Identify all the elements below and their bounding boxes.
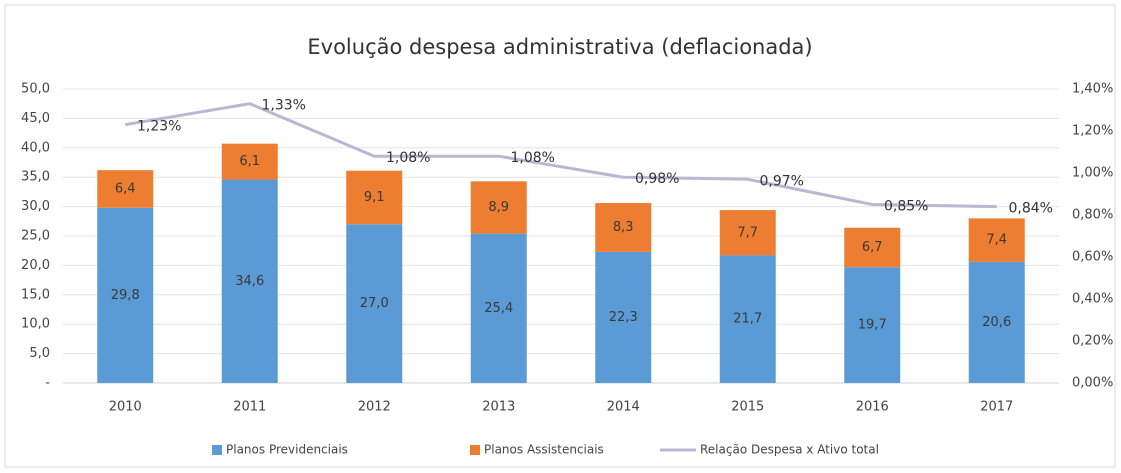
legend-swatch: [470, 445, 480, 455]
bar-segment: [968, 218, 1025, 262]
data-label: 1,23%: [137, 119, 181, 135]
x-tick-label: 2012: [358, 400, 391, 415]
data-label: 6,7: [862, 240, 883, 255]
data-label: 19,7: [858, 318, 887, 333]
y-tick-label: -: [45, 376, 50, 391]
x-tick-label: 2016: [856, 400, 889, 415]
data-label: 1,08%: [511, 150, 555, 166]
data-label: 7,4: [986, 233, 1007, 248]
y-tick-label: 30,0: [21, 199, 50, 214]
bar-segment: [346, 170, 403, 225]
data-label: 0,84%: [1009, 201, 1053, 217]
x-tick-label: 2015: [731, 400, 764, 415]
x-tick-label: 2011: [233, 400, 266, 415]
bar-segment: [470, 181, 527, 234]
y-tick-label: 50,0: [21, 82, 50, 97]
data-label: 34,6: [235, 274, 264, 289]
x-tick-label: 2017: [980, 400, 1013, 415]
bar-segment: [844, 267, 901, 383]
data-label: 6,4: [115, 181, 136, 196]
bar-segment: [595, 251, 652, 383]
y2-tick-label: 1,20%: [1072, 124, 1113, 139]
data-label: 1,08%: [386, 150, 430, 166]
y-tick-label: 5,0: [29, 346, 50, 361]
y-tick-label: 20,0: [21, 258, 50, 273]
y-tick-label: 15,0: [21, 287, 50, 302]
bar-segment: [844, 227, 901, 268]
data-label: 29,8: [111, 288, 140, 303]
data-label: 9,1: [364, 190, 385, 205]
x-tick-label: 2013: [482, 400, 515, 415]
data-label: 8,9: [488, 200, 509, 215]
data-label: 20,6: [982, 315, 1011, 330]
bar-segment: [221, 179, 278, 383]
data-label: 25,4: [484, 301, 513, 316]
legend-label: Relação Despesa x Ativo total: [700, 443, 879, 457]
bar-segment: [719, 255, 776, 383]
y2-tick-label: 0,40%: [1072, 292, 1113, 307]
y2-tick-label: 1,00%: [1072, 166, 1113, 181]
y2-tick-label: 1,40%: [1072, 82, 1113, 97]
data-label: 0,85%: [884, 199, 928, 215]
data-label: 27,0: [360, 296, 389, 311]
y-tick-label: 10,0: [21, 317, 50, 332]
bar-segment: [221, 143, 278, 180]
data-label: 22,3: [609, 310, 638, 325]
data-label: 0,97%: [760, 173, 804, 189]
data-label: 6,1: [239, 154, 260, 169]
data-label: 1,33%: [262, 98, 306, 114]
y2-tick-label: 0,00%: [1072, 376, 1113, 391]
bar-segment: [97, 170, 154, 208]
y-tick-label: 40,0: [21, 140, 50, 155]
y-tick-label: 35,0: [21, 170, 50, 185]
bar-segment: [968, 261, 1025, 383]
y-tick-label: 45,0: [21, 111, 50, 126]
legend-swatch: [212, 445, 222, 455]
line-series: [125, 102, 997, 209]
chart-title: Evolução despesa administrativa (deflaci…: [307, 35, 812, 59]
legend-label: Planos Previdenciais: [226, 443, 348, 457]
data-label: 7,7: [737, 225, 758, 240]
y2-tick-label: 0,20%: [1072, 334, 1113, 349]
y-tick-label: 25,0: [21, 229, 50, 244]
data-label: 8,3: [613, 220, 634, 235]
legend-label: Planos Assistenciais: [484, 443, 604, 457]
bar-segment: [595, 203, 652, 252]
bar-segment: [97, 207, 154, 383]
bar-segment: [719, 210, 776, 256]
bar-segment: [346, 224, 403, 383]
data-label: 0,98%: [635, 171, 679, 187]
x-tick-label: 2010: [109, 400, 142, 415]
bar-segment: [470, 233, 527, 383]
data-label: 21,7: [733, 312, 762, 327]
y2-tick-label: 0,80%: [1072, 208, 1113, 223]
y2-tick-label: 0,60%: [1072, 250, 1113, 265]
x-tick-label: 2014: [607, 400, 640, 415]
